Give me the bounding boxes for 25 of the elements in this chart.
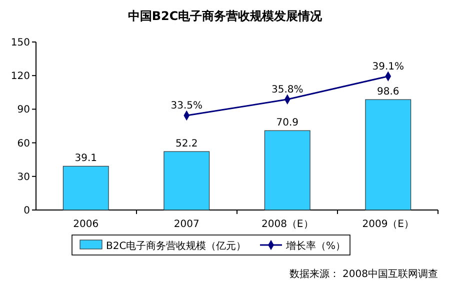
data-label: 35.8%	[271, 84, 304, 96]
x-tick-label: 2007	[174, 219, 200, 230]
source-note: 数据来源： 2008中国互联网调查	[289, 268, 438, 280]
legend-label: 增长率（%）	[285, 240, 346, 252]
y-tick-label: 150	[10, 38, 30, 48]
bar	[264, 130, 310, 210]
bar	[365, 99, 412, 210]
data-label: 98.6	[376, 86, 400, 98]
data-label: 52.2	[175, 138, 198, 150]
chart-title: 中国B2C电子商务营收规模发展情况	[128, 9, 324, 23]
data-label: 39.1	[74, 153, 98, 164]
x-tick-label: 2006	[73, 219, 99, 230]
bar	[62, 166, 109, 210]
data-label: 70.9	[276, 118, 299, 129]
x-tick-label: 2008（E）	[261, 219, 314, 230]
y-tick-label: 30	[17, 172, 30, 183]
y-tick-label: 60	[17, 138, 30, 150]
y-tick-label: 90	[17, 104, 30, 116]
bar	[164, 151, 210, 210]
x-tick-label: 2009（E）	[362, 219, 414, 230]
y-tick-label: 120	[10, 71, 30, 82]
y-tick-label: 0	[24, 206, 30, 216]
legend-label: B2C电子商务营收规模（亿元）	[106, 240, 246, 252]
data-label: 33.5%	[170, 100, 203, 112]
data-label: 39.1%	[372, 61, 404, 72]
